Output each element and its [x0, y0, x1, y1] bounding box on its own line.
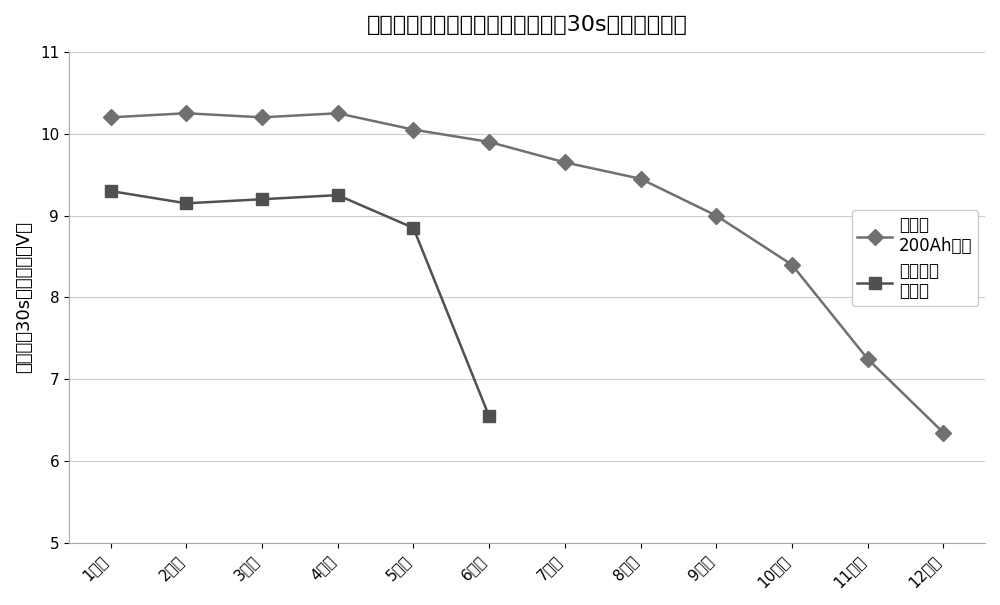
本发明
200Ah电池: [105, 114, 117, 121]
本发明
200Ah电池: [483, 139, 495, 146]
本发明
200Ah电池: [256, 114, 268, 121]
Y-axis label: 单元检查30s放电电压（V）: 单元检查30s放电电压（V）: [15, 221, 33, 373]
本发明
200Ah电池: [710, 212, 722, 219]
Line: 传统富液
型电池: 传统富液 型电池: [105, 186, 495, 422]
本发明
200Ah电池: [635, 175, 647, 182]
传统富液
型电池: [407, 224, 419, 232]
传统富液
型电池: [256, 195, 268, 203]
传统富液
型电池: [483, 413, 495, 420]
本发明
200Ah电池: [407, 126, 419, 133]
本发明
200Ah电池: [332, 110, 344, 117]
本发明
200Ah电池: [937, 429, 949, 436]
本发明
200Ah电池: [180, 110, 192, 117]
Legend: 本发明
200Ah电池, 传统富液
型电池: 本发明 200Ah电池, 传统富液 型电池: [852, 211, 978, 306]
Line: 本发明
200Ah电池: 本发明 200Ah电池: [105, 108, 949, 438]
传统富液
型电池: [332, 192, 344, 199]
本发明
200Ah电池: [559, 159, 571, 166]
Title: 电池循环放电各单元低温起动放电30s的电压变化图: 电池循环放电各单元低温起动放电30s的电压变化图: [367, 15, 687, 35]
本发明
200Ah电池: [786, 261, 798, 269]
本发明
200Ah电池: [862, 355, 874, 362]
传统富液
型电池: [180, 200, 192, 207]
传统富液
型电池: [105, 188, 117, 195]
